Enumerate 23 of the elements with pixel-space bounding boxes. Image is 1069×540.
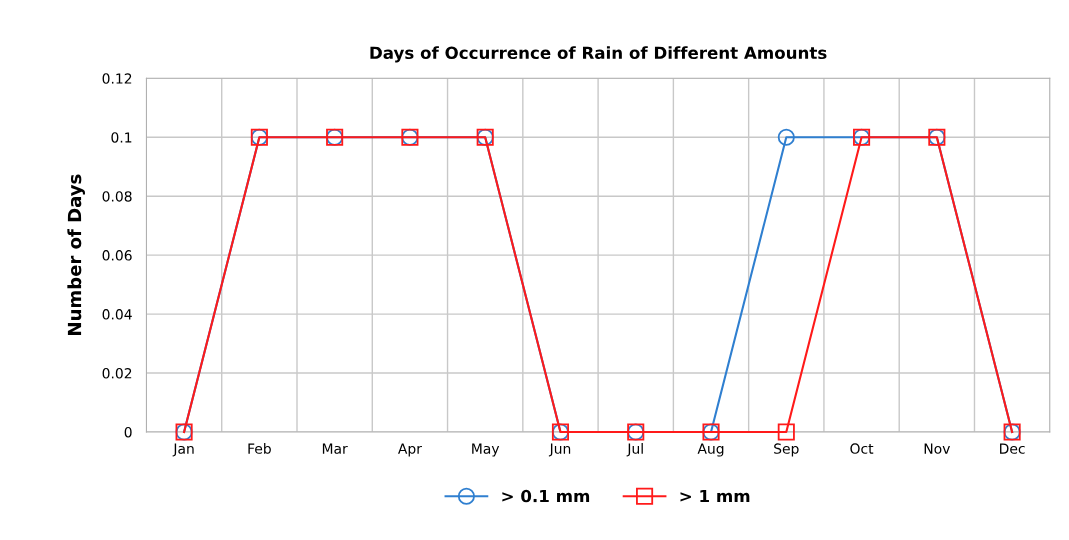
x-tick-label: Jan: [172, 443, 194, 457]
chart-title: Days of Occurrence of Rain of Different Amounts: [370, 46, 827, 63]
x-tick-label: May: [472, 443, 500, 457]
x-tick-label: Feb: [248, 443, 271, 454]
x-tick-label: Jul: [626, 443, 643, 457]
y-tick-label: 0.02: [102, 368, 132, 379]
x-tick-label: Dec: [1000, 443, 1025, 454]
y-axis-title: Number of Days: [67, 174, 85, 335]
y-tick-label: 0.12: [102, 73, 132, 84]
y-tick-label: 0.04: [102, 309, 132, 320]
x-tick-label: Aug: [697, 443, 724, 457]
y-tick-label: 0.08: [102, 191, 132, 202]
legend-label: > 1 mm: [680, 489, 750, 503]
x-tick-label: Sep: [774, 443, 799, 457]
x-tick-label: Oct: [850, 443, 874, 454]
y-tick-label: 0.06: [102, 250, 132, 261]
x-tick-label: Jun: [548, 443, 571, 457]
y-tick-label: 0: [124, 426, 132, 438]
x-tick-label: Apr: [398, 443, 422, 457]
x-tick-label: Nov: [924, 443, 950, 454]
y-tick-label: 0.1: [111, 132, 132, 143]
x-tick-label: Mar: [322, 443, 348, 454]
legend-label: > 0.1 mm: [502, 489, 590, 503]
